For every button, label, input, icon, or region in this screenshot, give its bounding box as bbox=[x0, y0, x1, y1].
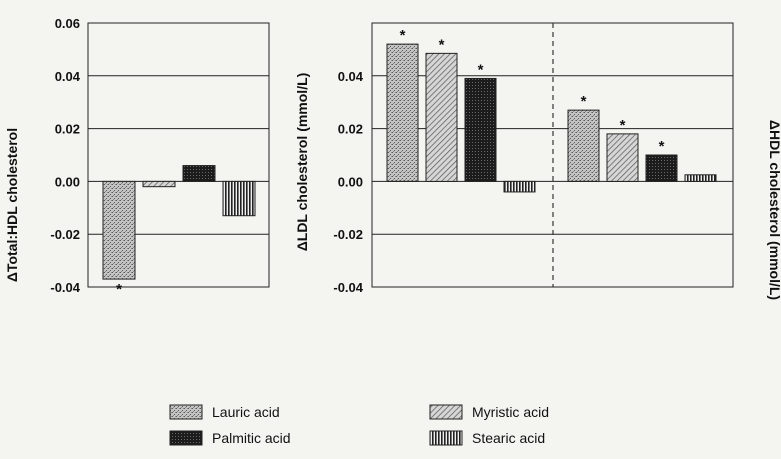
bar-myristic-acid bbox=[425, 52, 458, 182]
bar-palmitic-acid bbox=[645, 154, 678, 182]
panel-3-ylabel: ΔHDL cholesterol (mmol/L) bbox=[767, 120, 781, 300]
bar-lauric-acid bbox=[386, 43, 419, 182]
significance-star: * bbox=[116, 281, 122, 298]
y-tick-label: 0.06 bbox=[55, 16, 80, 31]
legend-swatch bbox=[429, 430, 463, 446]
legend-label: Myristic acid bbox=[472, 404, 549, 420]
legend-swatch bbox=[429, 404, 463, 420]
bar-palmitic-acid bbox=[464, 77, 497, 182]
panel-1-significance-stars: * bbox=[116, 281, 122, 298]
panel-1-bars bbox=[102, 165, 256, 280]
y-tick-label: 0.04 bbox=[338, 69, 364, 84]
bar-myristic-acid bbox=[142, 180, 176, 188]
y-tick-label: 0.04 bbox=[55, 69, 81, 84]
significance-star: * bbox=[581, 93, 587, 110]
significance-star: * bbox=[400, 27, 406, 44]
legend: Lauric acid Myristic acid Palmitic acid Ste… bbox=[169, 404, 549, 446]
hdl-bars bbox=[567, 109, 717, 182]
legend-swatch bbox=[169, 430, 203, 446]
panel-2-tick-labels: -0.04 -0.02 0.00 0.02 0.04 bbox=[333, 69, 363, 295]
legend-label: Lauric acid bbox=[212, 404, 280, 420]
bar-stearic-acid bbox=[684, 174, 717, 182]
y-tick-label: -0.02 bbox=[50, 227, 80, 242]
panel-1-tick-labels: -0.04 -0.02 0.00 0.02 0.04 0.06 bbox=[50, 16, 80, 295]
significance-star: * bbox=[659, 138, 665, 155]
legend-label: Palmitic acid bbox=[212, 430, 291, 446]
significance-star: * bbox=[439, 36, 445, 53]
bar-myristic-acid bbox=[606, 133, 639, 182]
ldl-bars bbox=[386, 43, 536, 193]
bar-lauric-acid bbox=[567, 109, 600, 182]
panel-1-frame bbox=[87, 22, 270, 288]
panel-1-ylabel: ΔTotal:HDL cholesterol bbox=[4, 128, 20, 282]
panel-total-hdl: -0.04 -0.02 0.00 0.02 0.04 0.06 * ΔTotal:HDL … bbox=[4, 16, 270, 298]
panel-2-ylabel: ΔLDL cholesterol (mmol/L) bbox=[294, 73, 310, 252]
panel-2-significance-stars: * * * * * * bbox=[400, 27, 665, 155]
legend-label: Stearic acid bbox=[472, 430, 545, 446]
bar-stearic-acid bbox=[503, 180, 536, 193]
significance-star: * bbox=[620, 117, 626, 134]
y-tick-label: -0.02 bbox=[333, 227, 363, 242]
y-tick-label: 0.00 bbox=[338, 174, 363, 189]
y-tick-label: 0.02 bbox=[338, 122, 363, 137]
y-tick-label: 0.00 bbox=[55, 174, 80, 189]
y-tick-label: 0.02 bbox=[55, 122, 80, 137]
bar-lauric-acid bbox=[102, 180, 136, 280]
legend-swatch bbox=[169, 404, 203, 420]
panel-ldl-hdl: -0.04 -0.02 0.00 0.02 0.04 * * * * * * ΔLDL chole… bbox=[294, 22, 781, 300]
y-tick-label: -0.04 bbox=[50, 280, 80, 295]
significance-star: * bbox=[478, 61, 484, 78]
y-tick-label: -0.04 bbox=[333, 280, 363, 295]
bar-palmitic-acid bbox=[182, 165, 216, 182]
bar-stearic-acid bbox=[222, 180, 256, 217]
